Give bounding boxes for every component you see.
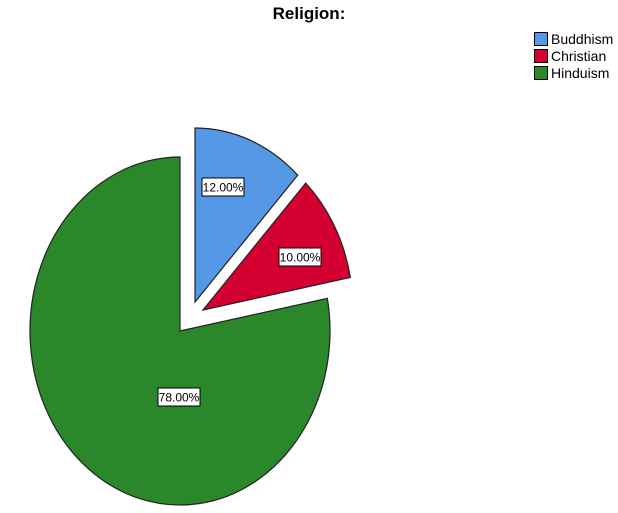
chart-title: Religion:	[272, 4, 346, 23]
data-label-text: 10.00%	[280, 251, 321, 265]
legend-swatch	[534, 65, 548, 80]
data-label-text: 12.00%	[203, 181, 244, 195]
legend-item-buddhism: Buddhism	[534, 30, 613, 47]
data-label: 78.00%	[157, 387, 201, 407]
data-label: 10.00%	[278, 247, 322, 267]
data-label: 12.00%	[201, 177, 245, 197]
pie-slice-christian	[201, 182, 352, 311]
legend-item-christian: Christian	[534, 47, 613, 64]
data-label-text: 78.00%	[159, 391, 200, 405]
legend-label: Hinduism	[551, 64, 610, 81]
legend: Buddhism Christian Hinduism	[534, 30, 613, 81]
legend-swatch	[534, 48, 548, 63]
legend-label: Buddhism	[551, 30, 614, 47]
legend-swatch	[534, 31, 548, 46]
legend-label: Christian	[551, 47, 607, 64]
pie-slice-hinduism	[29, 156, 331, 506]
legend-item-hinduism: Hinduism	[534, 64, 613, 81]
pie-slice-buddhism	[194, 127, 299, 304]
